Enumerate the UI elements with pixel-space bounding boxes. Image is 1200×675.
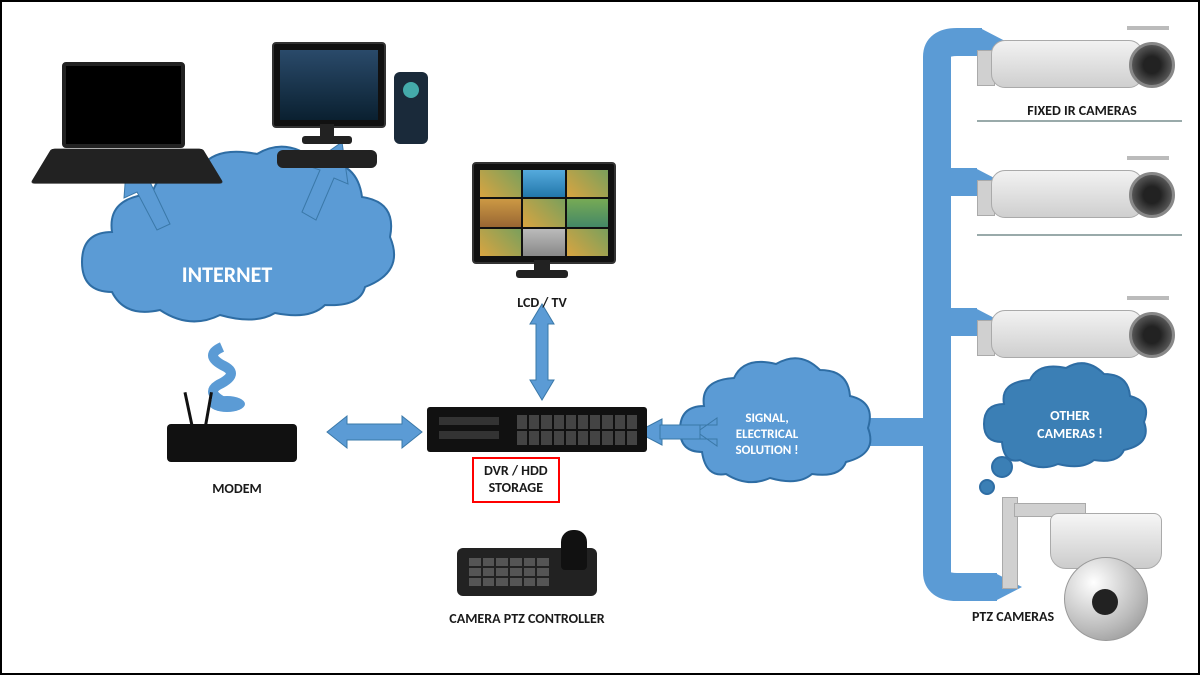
dvr-icon bbox=[427, 407, 647, 452]
signal-label-2: ELECTRICAL bbox=[736, 427, 799, 442]
ptz-label: PTZ CAMERAS bbox=[972, 608, 1132, 625]
camera-fixed-ir-1 bbox=[977, 20, 1182, 95]
lcd-tv-icon bbox=[472, 162, 612, 287]
arrow-dvr-lcd bbox=[530, 304, 554, 400]
modem-icon bbox=[167, 410, 307, 480]
divider-1 bbox=[977, 120, 1182, 122]
lcd-label: LCD / TV bbox=[472, 294, 612, 311]
other-cameras-cloud: OTHER CAMERAS ! bbox=[980, 363, 1146, 494]
ptz-controller-icon bbox=[457, 530, 597, 602]
fixed-ir-label: FIXED IR CAMERAS bbox=[987, 102, 1177, 119]
dvr-label: DVR / HDD STORAGE bbox=[472, 457, 560, 503]
signal-cloud: SIGNAL, ELECTRICAL SOLUTION ! bbox=[680, 358, 870, 482]
camera-fixed-ir-2 bbox=[977, 150, 1182, 225]
other-label-2: CAMERAS ! bbox=[1037, 425, 1103, 442]
other-label-1: OTHER bbox=[1050, 407, 1090, 424]
cloud-to-modem-curl bbox=[209, 347, 245, 412]
signal-label-1: SIGNAL, bbox=[745, 411, 788, 426]
ptz-camera-icon bbox=[1002, 497, 1187, 657]
controller-label: CAMERA PTZ CONTROLLER bbox=[412, 610, 642, 627]
divider-2 bbox=[977, 234, 1182, 236]
internet-label: INTERNET bbox=[182, 261, 273, 288]
laptop-icon bbox=[42, 62, 212, 182]
camera-fixed-ir-3 bbox=[977, 290, 1182, 365]
signal-label-3: SOLUTION ! bbox=[735, 443, 798, 458]
modem-label: MODEM bbox=[167, 480, 307, 497]
desktop-icon bbox=[272, 42, 442, 177]
arrow-modem-dvr bbox=[327, 416, 422, 448]
